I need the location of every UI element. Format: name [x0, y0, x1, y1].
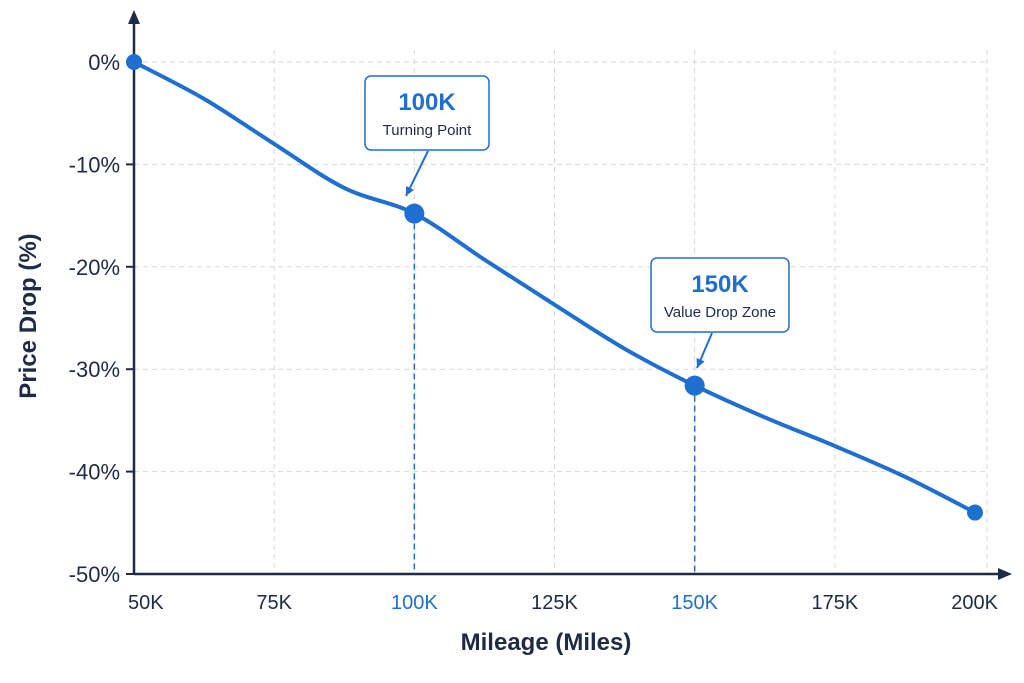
grid [134, 50, 988, 574]
x-tick-label: 50K [128, 592, 164, 614]
y-axis-ticks: 0% -10% -20% -30% -40% -50% [69, 50, 134, 587]
x-tick-label: 200K [951, 592, 998, 614]
x-tick-label: 175K [811, 592, 858, 614]
data-point [126, 54, 142, 70]
annotation-callout: 100K Turning Point [364, 75, 490, 197]
data-point [967, 504, 983, 521]
y-tick-label: 0% [88, 50, 120, 75]
y-axis-arrow [128, 10, 140, 24]
x-axis-ticks: 50K 75K 100K 125K 150K 175K 200K [128, 592, 999, 614]
series-line [132, 60, 977, 515]
annotation-subtitle: Value Drop Zone [664, 304, 776, 321]
annotation-callout: 150K Value Drop Zone [650, 257, 790, 369]
axes [128, 10, 1012, 580]
y-axis-title: Price Drop (%) [15, 233, 42, 398]
x-axis-arrow [998, 568, 1012, 580]
data-point [404, 203, 425, 224]
annotations: 100K Turning Point 150K Value Drop Zone [364, 75, 790, 369]
data-point [684, 375, 705, 396]
annotation-arrow-head [696, 358, 705, 368]
x-tick-label: 150K [671, 592, 718, 614]
y-tick-label: -50% [69, 562, 120, 587]
y-tick-label: -10% [69, 152, 120, 177]
annotation-subtitle: Turning Point [383, 122, 472, 139]
annotation-box [364, 75, 490, 151]
annotation-title: 150K [691, 271, 749, 298]
x-tick-label: 100K [391, 592, 438, 614]
y-tick-label: -40% [69, 460, 120, 485]
x-tick-label: 75K [256, 592, 292, 614]
y-tick-label: -20% [69, 255, 120, 280]
annotation-box [650, 257, 790, 333]
reference-lines [413, 223, 696, 574]
y-tick-label: -30% [69, 357, 120, 382]
annotation-title: 100K [398, 89, 456, 116]
x-tick-label: 125K [531, 592, 578, 614]
series [126, 54, 983, 521]
annotation-arrow-head [406, 186, 414, 196]
x-axis-title: Mileage (Miles) [461, 629, 632, 656]
